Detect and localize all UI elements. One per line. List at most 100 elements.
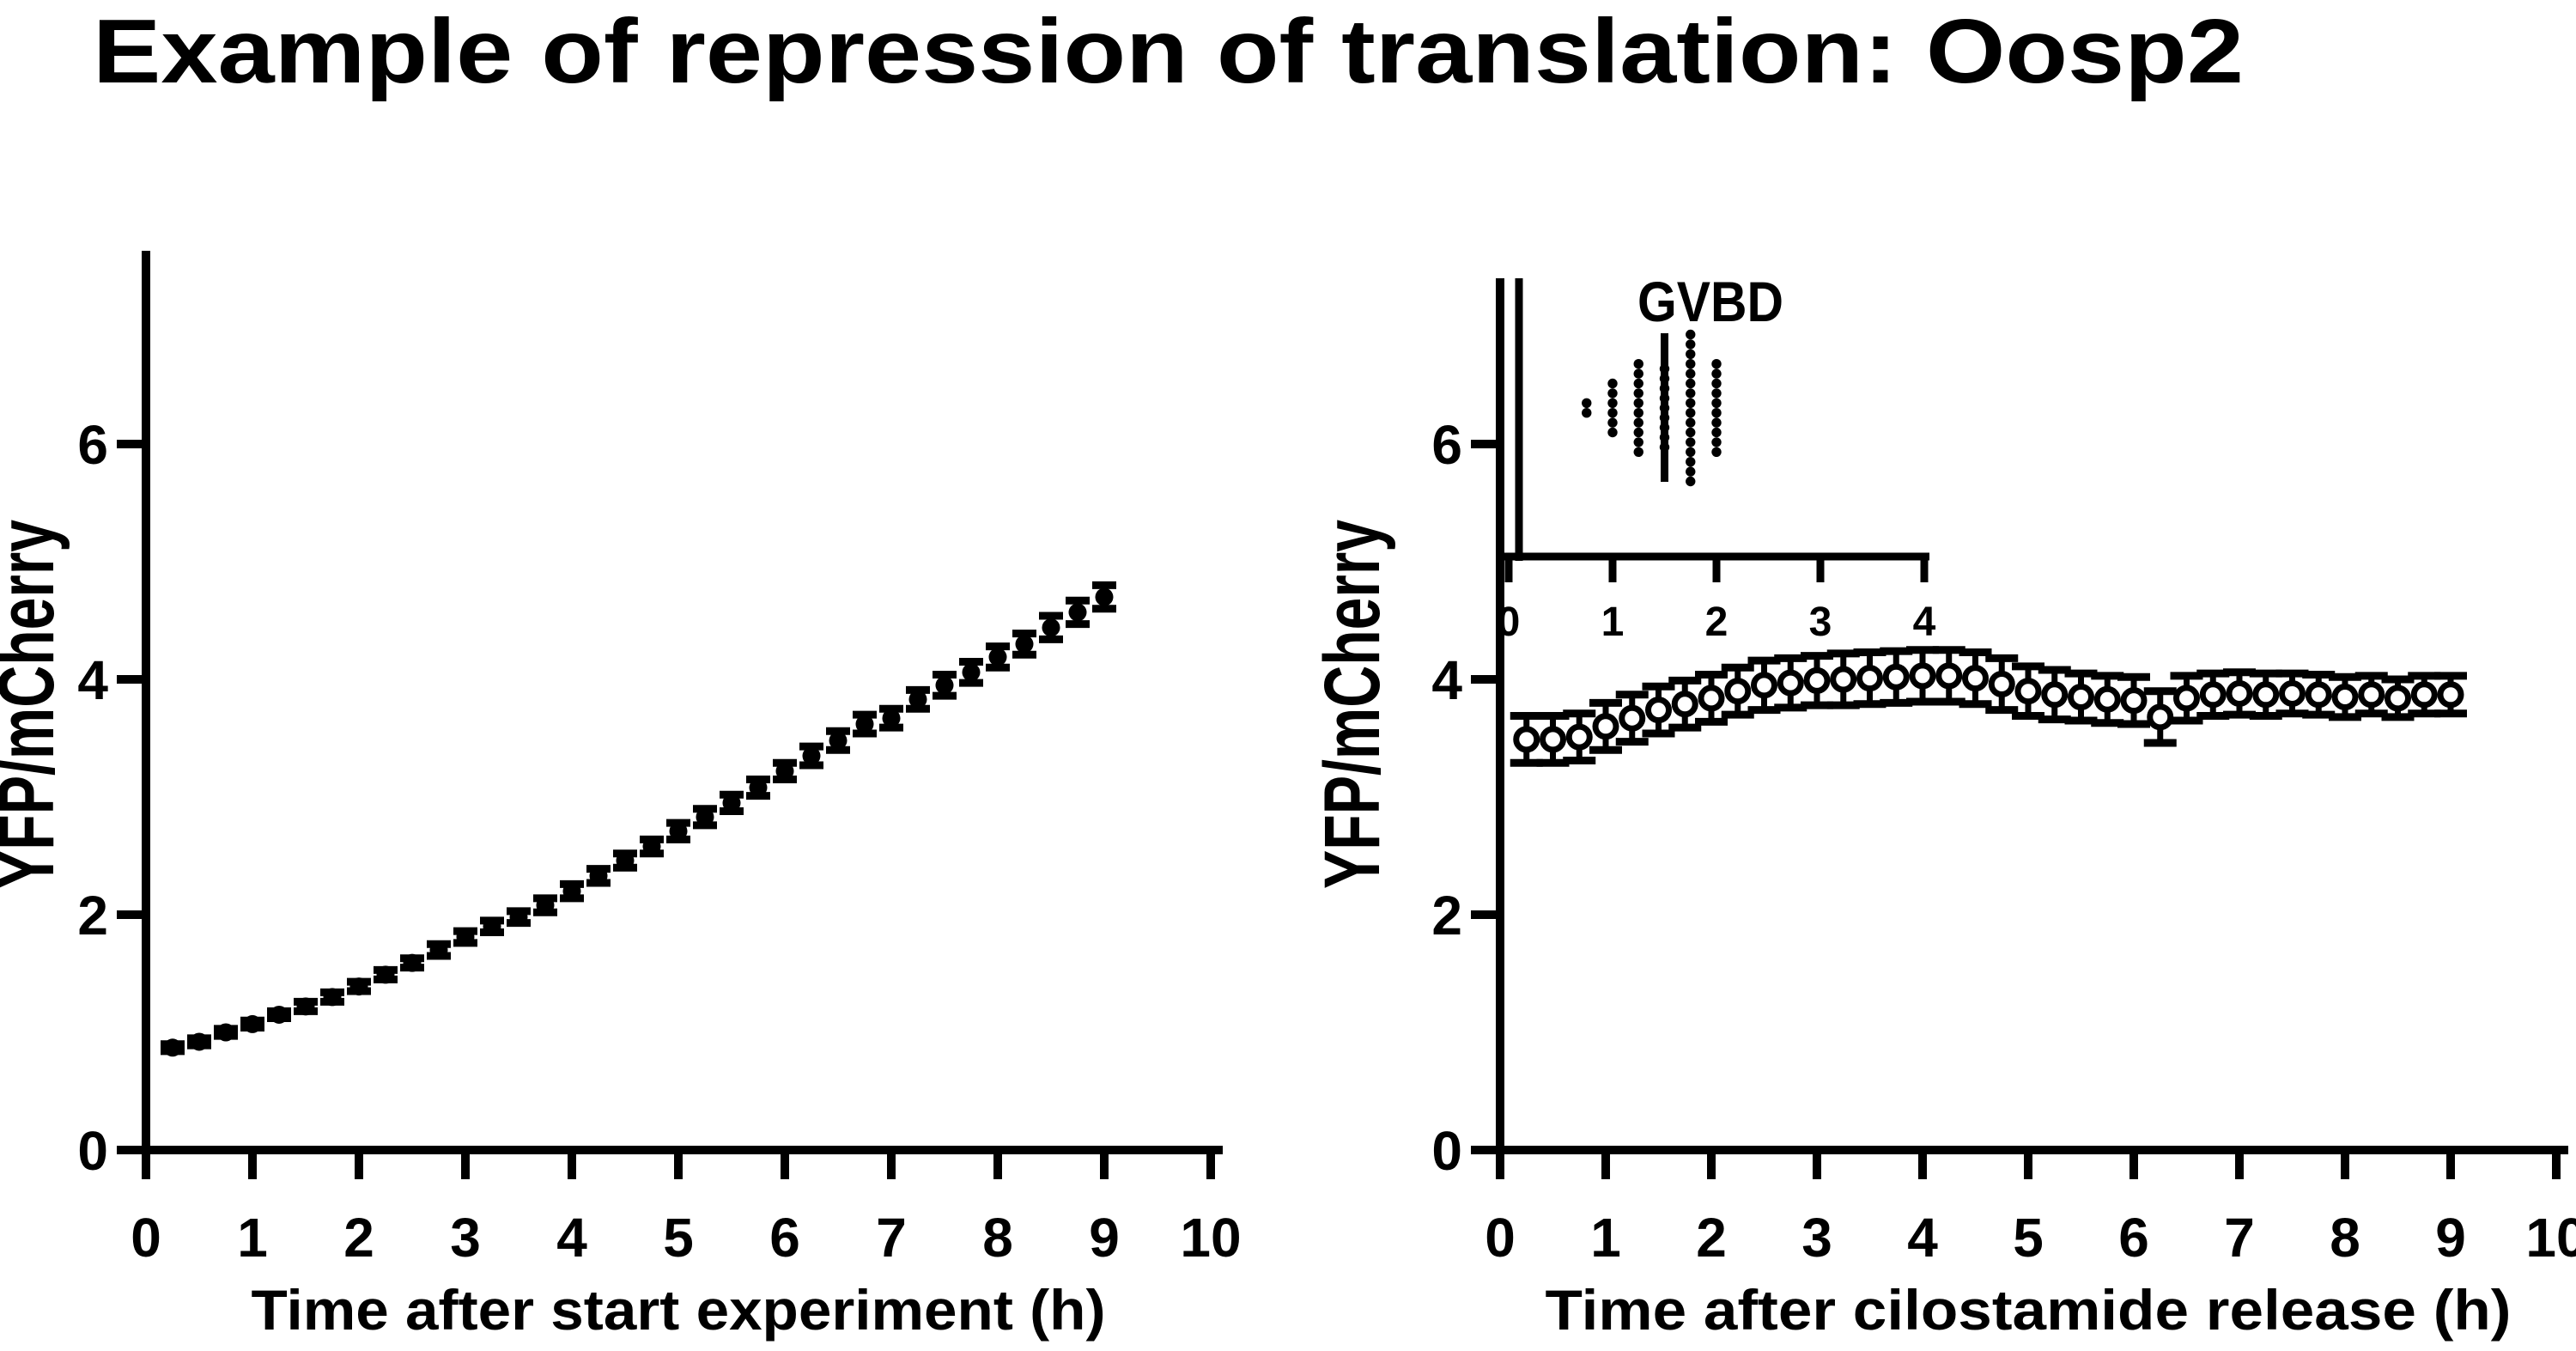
data-point-filled-circle <box>349 977 368 996</box>
gvbd-dot <box>1711 408 1722 418</box>
x-tick-label: 6 <box>769 1207 800 1269</box>
data-point-filled-circle <box>722 794 741 812</box>
x-tick-label: 5 <box>663 1207 694 1269</box>
right-chart: YFP/mCherry Time after cilostamide relea… <box>1309 278 2576 1342</box>
data-point-group <box>294 997 318 1016</box>
x-tick-label: 5 <box>2013 1207 2044 1269</box>
data-point-group <box>1563 709 1596 765</box>
data-point-open-circle <box>1962 665 1989 692</box>
gvbd-dot <box>1711 427 1722 438</box>
gvbd-dot <box>1686 427 1696 438</box>
gvbd-dot <box>1607 388 1618 399</box>
data-point-open-circle <box>1803 666 1831 694</box>
gvbd-dot <box>1659 363 1670 374</box>
data-point-group <box>1066 596 1090 629</box>
data-point-filled-circle <box>403 953 422 972</box>
data-point-open-circle <box>2279 679 2306 707</box>
data-point-group <box>2091 672 2124 727</box>
data-point-open-circle <box>1645 697 1672 724</box>
data-point-filled-circle <box>190 1032 209 1051</box>
data-point-group <box>1668 676 1702 732</box>
inset-x-tick-label: 3 <box>1809 599 1832 645</box>
data-point-filled-circle <box>456 928 475 946</box>
data-point-group <box>1747 656 1781 715</box>
x-tick-label: 4 <box>1907 1207 1938 1269</box>
x-tick-label: 7 <box>2224 1207 2255 1269</box>
data-point-group <box>2064 669 2098 725</box>
data-point-filled-circle <box>669 822 688 841</box>
inset-x-tick-label: 2 <box>1705 599 1728 645</box>
y-tick-label: 6 <box>77 414 108 476</box>
gvbd-dot <box>1659 441 1670 453</box>
data-point-group <box>826 727 850 754</box>
data-point-group <box>347 977 371 996</box>
y-tick-label: 4 <box>77 649 108 711</box>
data-point-group <box>1092 581 1116 613</box>
x-tick-label: 4 <box>556 1207 587 1269</box>
data-point-open-circle <box>1565 723 1593 751</box>
data-point-open-circle <box>1619 704 1646 732</box>
data-point-filled-circle <box>882 709 901 727</box>
data-point-filled-circle <box>935 676 954 695</box>
data-point-group <box>2275 669 2309 718</box>
gvbd-dot <box>1711 447 1722 457</box>
data-point-group <box>560 879 584 903</box>
data-point-group <box>1695 671 1728 726</box>
data-point-open-circle <box>2305 681 2332 709</box>
gvbd-dot <box>1659 412 1670 423</box>
gvbd-dot <box>1607 398 1618 408</box>
data-point-group <box>2223 668 2256 719</box>
data-point-group <box>267 1005 291 1024</box>
data-point-group <box>1826 649 1860 709</box>
x-tick-label: 3 <box>450 1207 481 1269</box>
data-point-group <box>720 790 744 815</box>
data-point-open-circle <box>1592 713 1619 740</box>
gvbd-dot <box>1686 388 1696 399</box>
right-x-axis-label: Time after cilostamide release (h) <box>1546 1278 2512 1342</box>
data-point-group <box>161 1038 185 1057</box>
data-point-group <box>586 865 611 887</box>
gvbd-dot <box>1686 457 1696 467</box>
data-point-group <box>533 894 557 916</box>
gvbd-dot <box>1686 339 1696 350</box>
gvbd-dot <box>1711 417 1722 428</box>
gvbd-dot <box>1607 378 1618 389</box>
data-point-filled-circle <box>908 690 927 709</box>
data-point-group <box>693 805 717 830</box>
data-point-filled-circle <box>616 851 635 870</box>
data-point-group <box>1510 711 1543 767</box>
data-point-open-circle <box>1856 665 1883 692</box>
gvbd-dot <box>1686 476 1696 487</box>
data-point-open-circle <box>2410 681 2438 709</box>
left-axes: 0 1 2 3 4 5 6 7 8 9 10 0 2 4 6 <box>77 251 1242 1269</box>
data-point-filled-circle <box>562 882 581 901</box>
data-point-group <box>400 953 424 972</box>
y-tick-label: 6 <box>1431 414 1462 476</box>
data-point-filled-circle <box>855 715 874 733</box>
data-point-open-circle <box>2252 681 2280 709</box>
data-point-open-circle <box>2147 703 2174 731</box>
gvbd-dot <box>1711 378 1722 389</box>
gvbd-dot <box>1633 437 1643 447</box>
data-point-group <box>214 1023 238 1042</box>
data-point-open-circle <box>1671 691 1698 718</box>
data-point-group <box>666 819 690 843</box>
x-tick-label: 9 <box>2435 1207 2466 1269</box>
data-point-filled-circle <box>1095 587 1114 606</box>
left-data-points <box>161 581 1116 1057</box>
data-point-open-circle <box>2226 679 2253 707</box>
x-tick-label: 0 <box>131 1207 161 1269</box>
gvbd-dot <box>1659 432 1670 442</box>
data-point-open-circle <box>2331 684 2359 711</box>
left-y-axis-label: YFP/mCherry <box>0 520 70 889</box>
gvbd-dot <box>1686 359 1696 369</box>
data-point-group <box>187 1032 211 1051</box>
data-point-open-circle <box>2385 685 2411 712</box>
gvbd-dot <box>1711 359 1722 369</box>
y-tick-label: 2 <box>77 885 108 946</box>
data-point-group <box>2038 666 2071 724</box>
x-tick-label: 6 <box>2118 1207 2149 1269</box>
gvbd-dot <box>1607 427 1618 438</box>
data-point-group <box>1801 652 1833 709</box>
y-tick-label: 4 <box>1431 649 1462 711</box>
